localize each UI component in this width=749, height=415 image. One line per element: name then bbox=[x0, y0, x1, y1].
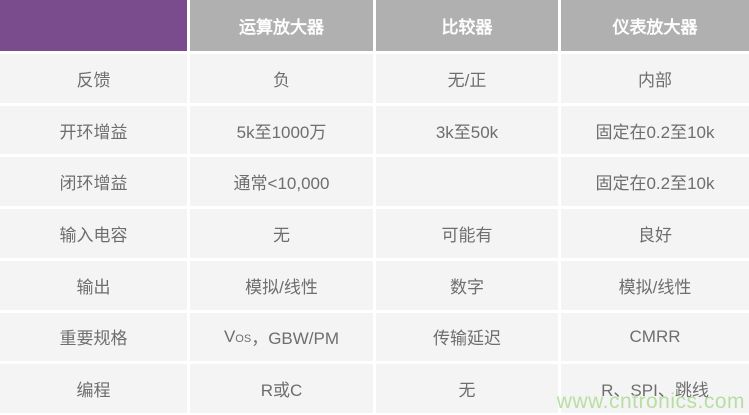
cell-closedloop-comparator bbox=[376, 157, 558, 207]
header-corner-cell bbox=[0, 0, 187, 51]
cell-closedloop-opamp: 通常<10,000 bbox=[190, 157, 373, 207]
cell-output-comparator: 数字 bbox=[376, 260, 558, 310]
cell-inputcap-comparator: 可能有 bbox=[376, 209, 558, 258]
header-opamp: 运算放大器 bbox=[190, 0, 373, 51]
cell-specs-opamp: V OS ，GBW/PM bbox=[190, 312, 373, 362]
cell-programming-comparator: 无 bbox=[376, 364, 558, 413]
cell-programming-opamp: R或C bbox=[190, 364, 373, 413]
cell-specs-comparator: 传输延迟 bbox=[376, 312, 558, 362]
vos-base: V bbox=[223, 326, 236, 346]
row-feedback-label: 反馈 bbox=[0, 54, 187, 103]
cell-feedback-comparator: 无/正 bbox=[376, 54, 558, 103]
vos-subscript: OS bbox=[235, 333, 252, 346]
row-closedloop-gain-label: 闭环增益 bbox=[0, 157, 187, 207]
row-input-capacitance-label: 输入电容 bbox=[0, 209, 187, 258]
cell-specs-inamp: CMRR bbox=[561, 312, 749, 362]
cell-feedback-opamp: 负 bbox=[190, 54, 373, 103]
row-programming-label: 编程 bbox=[0, 364, 187, 413]
row-key-specs-label: 重要规格 bbox=[0, 312, 187, 362]
cell-programming-inamp: R、SPI、跳线 bbox=[561, 364, 749, 413]
header-inamp: 仪表放大器 bbox=[561, 0, 749, 51]
row-openloop-gain-label: 开环增益 bbox=[0, 105, 187, 155]
cell-inputcap-inamp: 良好 bbox=[561, 209, 749, 258]
row-output-label: 输出 bbox=[0, 260, 187, 310]
cell-openloop-comparator: 3k至50k bbox=[376, 105, 558, 155]
cell-feedback-inamp: 内部 bbox=[561, 54, 749, 103]
cell-openloop-opamp: 5k至1000万 bbox=[190, 105, 373, 155]
header-comparator: 比较器 bbox=[376, 0, 558, 51]
cell-output-inamp: 模拟/线性 bbox=[561, 260, 749, 310]
cell-openloop-inamp: 固定在0.2至10k bbox=[561, 105, 749, 155]
cell-output-opamp: 模拟/线性 bbox=[190, 260, 373, 310]
cell-inputcap-opamp: 无 bbox=[190, 209, 373, 258]
vos-rest: ，GBW/PM bbox=[251, 329, 340, 349]
cell-closedloop-inamp: 固定在0.2至10k bbox=[561, 157, 749, 207]
